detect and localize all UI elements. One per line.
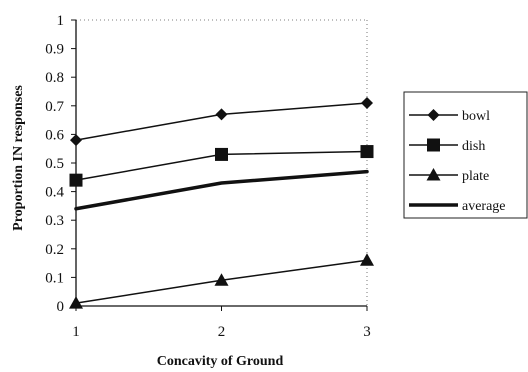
legend-item-average: average: [409, 199, 506, 214]
x-tick-label: 3: [363, 324, 371, 340]
series-plate: [69, 253, 374, 309]
y-tick-label: 0.5: [45, 156, 64, 172]
y-tick-label: 0.9: [45, 42, 64, 58]
data-point-dish-3: [360, 145, 374, 159]
legend-item-plate: plate: [409, 168, 489, 184]
data-point-bowl-3: [361, 96, 373, 109]
series-line-average: [74, 169, 369, 211]
legend-item-bowl: bowl: [409, 109, 490, 124]
legend-marker-bowl: [427, 109, 440, 121]
series-dish: [69, 145, 374, 187]
x-axis-title: Concavity of Ground: [157, 354, 284, 369]
data-point-bowl-1: [70, 134, 82, 147]
x-tick-label: 1: [72, 324, 80, 340]
series-bowl: [70, 96, 373, 147]
legend-item-dish: dish: [409, 138, 485, 154]
data-point-dish-1: [69, 173, 83, 187]
y-tick-label: 1: [57, 13, 65, 29]
y-tick-label: 0: [57, 299, 65, 315]
y-tick-label: 0.4: [45, 185, 64, 201]
y-tick-label: 0.8: [45, 70, 64, 86]
series-group: [69, 96, 374, 309]
axes: 0 0.1 0.2 0.3 0.4 0.5 0.6 0.7 0.8 0.9 1 1 2 3: [45, 13, 371, 340]
legend-label-dish: dish: [462, 139, 485, 154]
legend-marker-dish: [427, 138, 440, 152]
y-tick-label: 0.2: [45, 242, 64, 258]
data-point-bowl-2: [215, 108, 228, 121]
data-point-plate-2: [214, 273, 229, 286]
y-tick-label: 0.6: [45, 127, 64, 143]
y-tick-label: 0.3: [45, 213, 64, 229]
legend-marker-plate: [426, 168, 441, 181]
legend-label-bowl: bowl: [462, 109, 490, 124]
y-axis-title: Proportion IN responses: [11, 85, 26, 231]
legend-box: [403, 91, 528, 219]
y-tick-label: 0.1: [45, 270, 64, 286]
x-tick-label: 2: [218, 324, 226, 340]
series-average: [74, 169, 369, 211]
legend-label-average: average: [462, 199, 506, 214]
data-point-plate-1: [69, 296, 83, 309]
plot-area: [76, 19, 368, 306]
legend: bowl dish plate average: [403, 91, 528, 219]
data-point-plate-3: [360, 253, 374, 266]
y-tick-label: 0.7: [45, 99, 64, 115]
legend-label-plate: plate: [462, 169, 489, 184]
data-point-dish-2: [215, 147, 228, 161]
